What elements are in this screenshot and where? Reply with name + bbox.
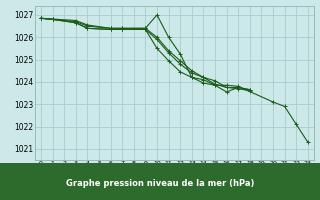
Text: Graphe pression niveau de la mer (hPa): Graphe pression niveau de la mer (hPa) [66,178,254,188]
